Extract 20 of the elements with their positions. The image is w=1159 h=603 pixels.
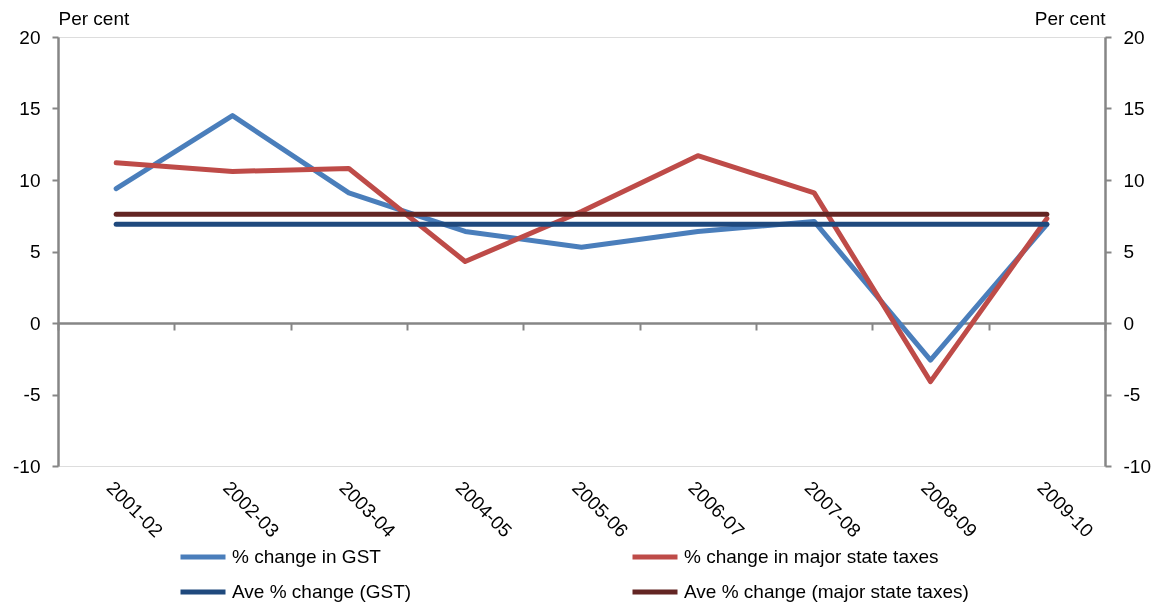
legend-label: Ave % change (major state taxes) bbox=[684, 581, 969, 602]
y2-tick-label: 10 bbox=[1123, 169, 1145, 191]
y-tick-label: 5 bbox=[29, 241, 41, 262]
y-tick-label: 15 bbox=[19, 98, 41, 119]
legend-label: % change in GST bbox=[232, 546, 382, 567]
y-tick-label: -5 bbox=[23, 384, 41, 405]
y2-tick-label: 15 bbox=[1123, 98, 1145, 119]
y-axis-title: Per cent bbox=[58, 7, 130, 29]
y-tick-label: 10 bbox=[19, 169, 41, 191]
y2-axis-title: Per cent bbox=[1034, 7, 1107, 29]
y2-tick-label: 20 bbox=[1123, 26, 1145, 48]
y2-tick-label: 0 bbox=[1123, 312, 1135, 334]
legend-label: Ave % change (GST) bbox=[232, 581, 412, 602]
legend-label: % change in major state taxes bbox=[684, 546, 939, 567]
y2-tick-label: -10 bbox=[1123, 455, 1151, 477]
y-tick-label: 20 bbox=[19, 26, 41, 48]
y-tick-label: 0 bbox=[29, 312, 41, 334]
y-tick-label: -10 bbox=[13, 455, 41, 477]
y2-tick-label: -5 bbox=[1123, 384, 1141, 405]
y2-tick-label: 5 bbox=[1123, 241, 1135, 262]
